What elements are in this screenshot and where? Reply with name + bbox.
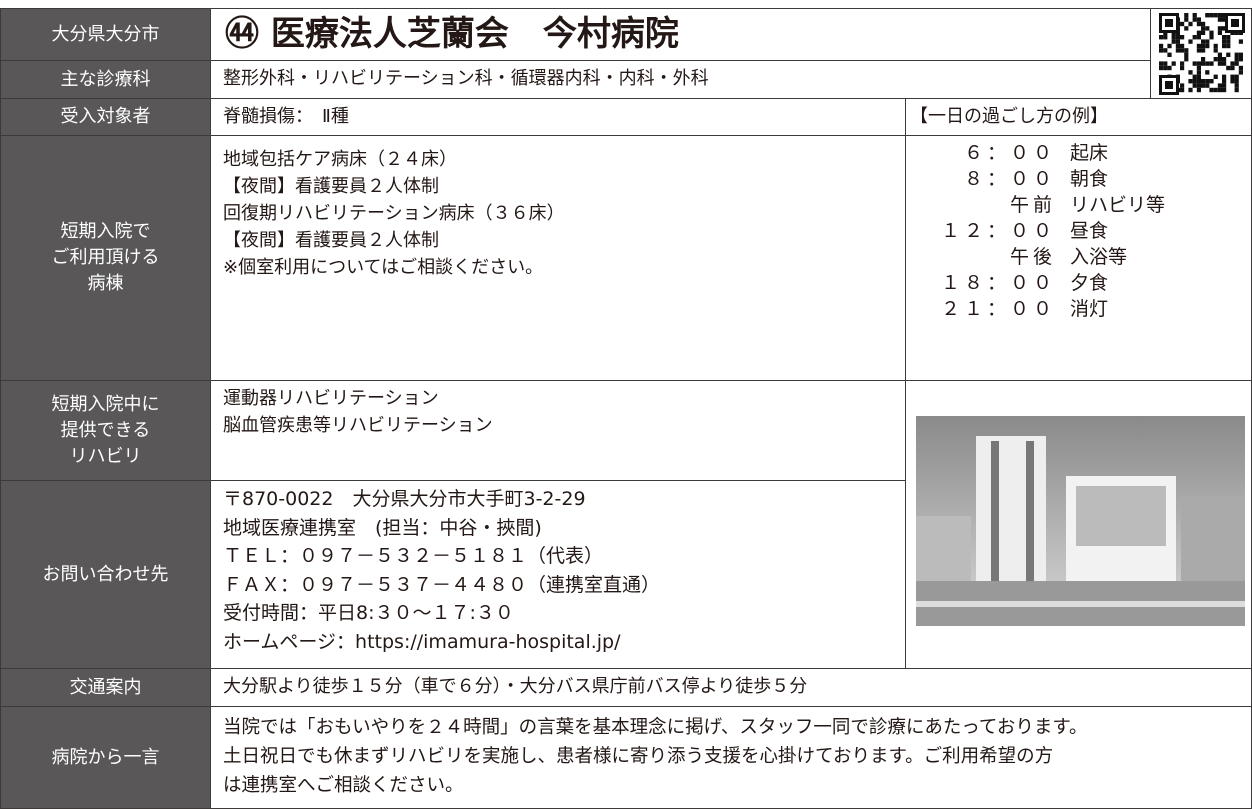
line: ホームページ：https://imamura-hospital.jp/	[223, 630, 621, 653]
activity: 朝食	[1070, 168, 1109, 190]
time: ２１：００	[940, 298, 1056, 320]
line: 脳血管疾患等リハビリテーション	[223, 415, 493, 436]
activity: リハビリ等	[1070, 194, 1166, 216]
text: 当院では「おもいやりを２４時間」の言葉を基本理念に掲げ、スタッフ一同で診療にあた…	[210, 706, 1252, 809]
time: ８：００	[963, 168, 1056, 190]
label: 短期入院中に 提供できるリハビリ	[0, 380, 211, 481]
qr-cell	[1150, 8, 1252, 99]
number: ㊹	[225, 14, 259, 54]
line: ※個室利用についてはご相談ください。	[223, 257, 544, 278]
hospital-photo	[916, 416, 1245, 626]
line: ご利用頂ける	[51, 247, 160, 268]
time: 午前	[1009, 194, 1056, 216]
line: 【夜間】看護要員２人体制	[223, 230, 439, 251]
time: １２：００	[940, 220, 1056, 242]
label: 短期入院でご利用頂ける 病棟	[0, 135, 211, 381]
time: ６：００	[963, 142, 1056, 164]
line: 土日祝日でも休まずリハビリを実施し、患者様に寄り添う支援を心掛けております。ご利…	[223, 746, 1054, 767]
label: 交通案内	[0, 668, 211, 707]
activity: 入浴等	[1070, 246, 1128, 268]
line: 短期入院で	[60, 221, 151, 242]
line: 運動器リハビリテーション	[223, 388, 439, 409]
line: は連携室へご相談ください。	[223, 775, 464, 796]
line: ＴＥＬ：０９７－５３２－５１８１（代表）	[223, 545, 604, 567]
line: 提供できる	[60, 419, 151, 441]
line: 当院では「おもいやりを２４時間」の言葉を基本理念に掲げ、スタッフ一同で診療にあた…	[223, 717, 1088, 738]
text: 運動器リハビリテーション脳血管疾患等リハビリテーション	[210, 380, 906, 481]
time: 午後	[1009, 246, 1056, 268]
text: 大分駅より徒歩１５分（車で６分）・大分バス県庁前バス停より徒歩５分	[210, 668, 1252, 707]
activity: 夕食	[1070, 272, 1109, 294]
line: リハビリ	[69, 445, 142, 467]
title-cell: ㊹ 医療法人芝蘭会 今村病院	[210, 8, 1151, 61]
text: 整形外科・リハビリテーション科・循環器内科・内科・外科	[210, 60, 1151, 99]
title: 医療法人芝蘭会 今村病院	[270, 14, 679, 54]
line: 【夜間】看護要員２人体制	[223, 176, 439, 197]
line: 病棟	[87, 273, 124, 294]
line: 回復期リハビリテーション病床（３６床）	[223, 203, 565, 224]
schedule-title: 【一日の過ごし方の例】	[905, 98, 1252, 136]
schedule: ６：００ 起床 ８：００ 朝食 午前 リハビリ等 １２：００ 昼食 午後 入浴等 １８：００ 夕食 ２１…	[905, 135, 1252, 381]
region: 大分県大分市	[0, 8, 211, 61]
line: 短期入院中に	[51, 393, 160, 415]
line: ＦＡＸ：０９７－５３７－４４８０（連携室直通）	[223, 573, 661, 596]
label: 受入対象者	[0, 98, 211, 136]
line: 地域医療連携室 (担当：中谷・挾間)	[223, 516, 542, 539]
label: 病院から一言	[0, 706, 211, 809]
line: 地域包括ケア病床（２４床）	[223, 149, 457, 170]
label: 主な診療科	[0, 60, 211, 99]
qr-code	[1159, 13, 1245, 95]
text: 〒870-0022 大分県大分市大手町3-2-29 地域医療連携室 (担当：中谷・…	[210, 480, 906, 669]
activity: 消灯	[1070, 298, 1109, 320]
line: 受付時間：平日8:３０～１７:３０	[223, 602, 514, 624]
label: お問い合わせ先	[0, 480, 211, 669]
activity: 昼食	[1070, 220, 1109, 242]
line: 〒870-0022 大分県大分市大手町3-2-29	[223, 488, 586, 510]
time: １８：００	[940, 272, 1056, 294]
schedule-list: ６：００ 起床 ８：００ 朝食 午前 リハビリ等 １２：００ 昼食 午後 入浴等 １８：００ 夕食 ２１…	[906, 140, 1251, 322]
photo-cell	[905, 380, 1252, 669]
text: 地域包括ケア病床（２４床） 【夜間】看護要員２人体制 回復期リハビリテーション病床（…	[210, 135, 906, 381]
activity: 起床	[1070, 142, 1109, 164]
text: 脊髄損傷： Ⅱ種	[210, 98, 906, 136]
